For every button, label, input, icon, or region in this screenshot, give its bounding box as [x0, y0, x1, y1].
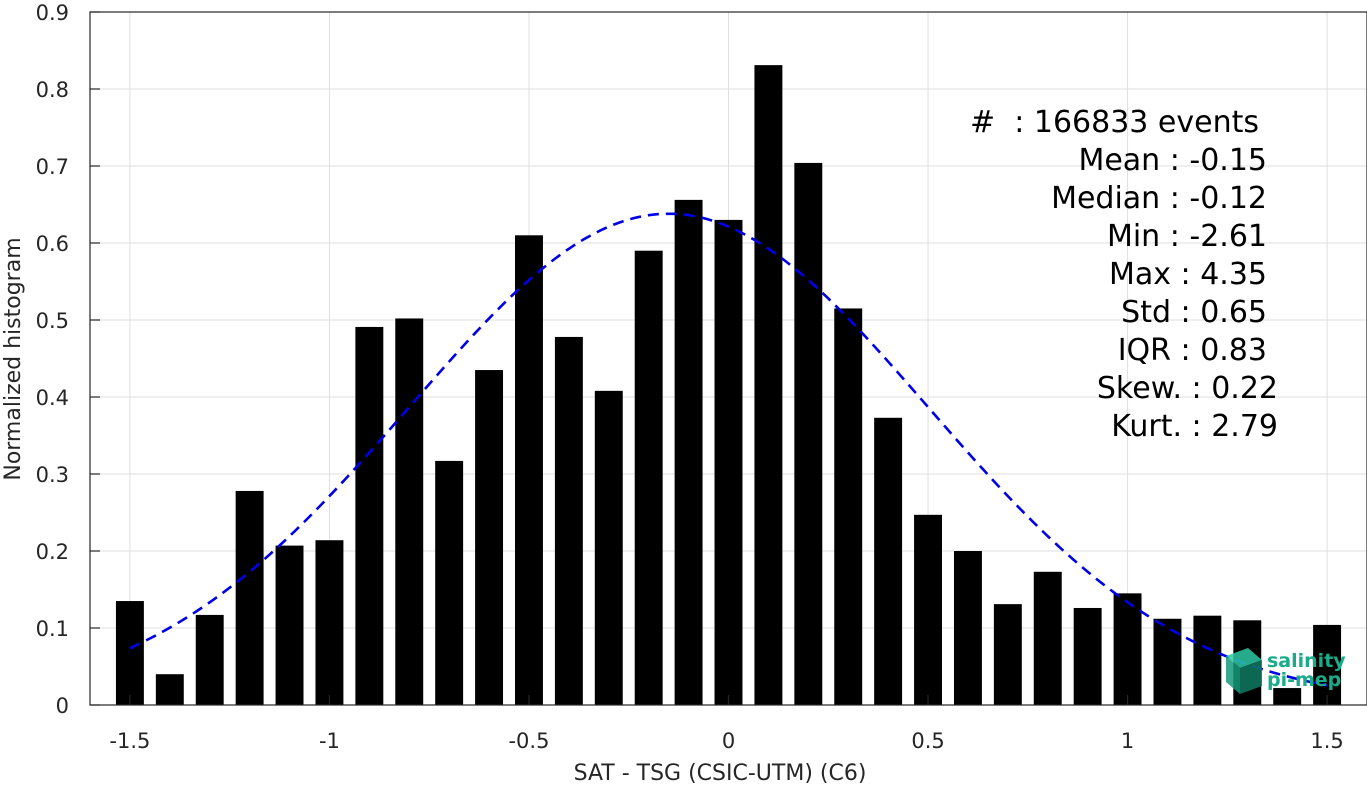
y-tick-label: 0.1 — [36, 617, 69, 641]
logo-cube-icon — [1226, 648, 1262, 694]
y-tick-label: 0.8 — [36, 78, 69, 102]
histogram-bar — [1073, 607, 1102, 705]
histogram-bar — [754, 65, 783, 705]
histogram-bar — [115, 601, 144, 705]
x-tick-label: -0.5 — [508, 729, 549, 753]
stat-min: Min : -2.61 — [1107, 219, 1267, 254]
histogram-bar — [275, 545, 304, 705]
y-tick-label: 0.4 — [36, 386, 69, 410]
histogram-bar — [235, 490, 264, 705]
histogram-bar — [1193, 615, 1222, 705]
histogram-bar — [315, 540, 344, 705]
y-axis-label: Normalized histogram — [1, 237, 26, 480]
salinity-pimep-logo: salinity pi-mep — [1226, 648, 1346, 694]
y-tick-label: 0.7 — [36, 155, 69, 179]
y-tick-labels: 0 0.1 0.2 0.3 0.4 0.5 0.6 0.7 0.8 0.9 — [36, 1, 69, 718]
histogram-bar — [395, 318, 424, 705]
stat-skew: Skew. : 0.22 — [1097, 371, 1278, 406]
histogram-bar — [515, 235, 543, 706]
y-tick-label: 0.6 — [36, 232, 69, 256]
histogram-bar — [1113, 593, 1142, 705]
histogram-bar — [155, 674, 184, 705]
y-tick-label: 0.9 — [36, 1, 69, 25]
x-tick-label: -1 — [319, 729, 340, 753]
stat-iqr: IQR : 0.83 — [1118, 333, 1267, 368]
histogram-bar — [355, 326, 384, 705]
histogram-bar — [914, 514, 942, 705]
x-axis-label: SAT - TSG (CSIC-UTM) (C6) — [574, 761, 867, 785]
x-tick-label: 0 — [722, 729, 735, 753]
logo-text-line1: salinity — [1267, 650, 1346, 672]
stat-mean: Mean : -0.15 — [1078, 143, 1267, 178]
statistics-annotation: # : 166833 events Mean : -0.15 Median : … — [970, 105, 1278, 444]
histogram-bar — [1273, 688, 1302, 705]
histogram-bar — [554, 336, 583, 705]
stat-std: Std : 0.65 — [1121, 295, 1267, 330]
histogram-bar — [834, 308, 863, 705]
histogram-bar — [714, 219, 743, 705]
histogram-bar — [993, 604, 1022, 705]
y-tick-label: 0 — [56, 694, 69, 718]
y-tick-label: 0.3 — [36, 463, 69, 487]
x-tick-labels: -1.5 -1 -0.5 0 0.5 1 1.5 — [109, 729, 1343, 753]
histogram-bar — [634, 250, 663, 705]
histogram-bar — [874, 417, 903, 705]
histogram-bar — [674, 199, 703, 705]
stat-count: # : 166833 events — [970, 105, 1259, 140]
histogram-bar — [953, 551, 982, 705]
x-tick-label: 1 — [1121, 729, 1134, 753]
stat-kurt: Kurt. : 2.79 — [1111, 409, 1278, 444]
x-tick-label: 1.5 — [1310, 729, 1343, 753]
histogram-bar — [1313, 624, 1342, 705]
histogram-bar — [195, 614, 224, 705]
x-tick-label: 0.5 — [911, 729, 944, 753]
y-tick-label: 0.2 — [36, 540, 69, 564]
y-tick-label: 0.5 — [36, 309, 69, 333]
logo-text-line2: pi-mep — [1267, 669, 1341, 691]
bars — [115, 65, 1342, 706]
histogram-bar — [475, 370, 504, 705]
histogram-bar — [1033, 571, 1062, 705]
histogram-bar — [794, 162, 823, 706]
stat-max: Max : 4.35 — [1109, 257, 1267, 292]
histogram-bar — [594, 390, 623, 705]
gaussian-fit-curve — [129, 212, 1328, 687]
x-tick-label: -1.5 — [109, 729, 150, 753]
stat-median: Median : -0.12 — [1051, 181, 1267, 216]
tick-marks — [90, 11, 1328, 706]
histogram-bar — [435, 460, 464, 705]
